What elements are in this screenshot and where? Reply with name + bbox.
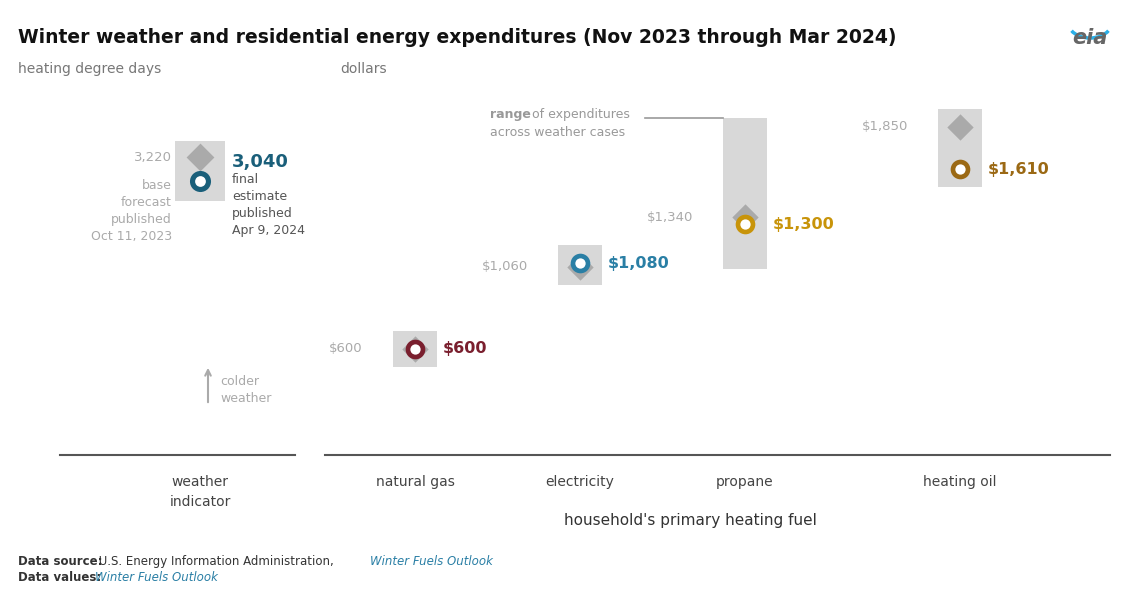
Point bbox=[736, 219, 754, 229]
Point bbox=[571, 259, 589, 268]
Text: heating degree days: heating degree days bbox=[18, 62, 161, 76]
Text: $1,060: $1,060 bbox=[482, 260, 528, 273]
Text: electricity: electricity bbox=[545, 475, 614, 489]
Bar bbox=[558, 246, 602, 285]
Text: 3,220: 3,220 bbox=[134, 151, 172, 164]
Point bbox=[571, 262, 589, 272]
Point bbox=[406, 344, 425, 353]
Point bbox=[951, 164, 969, 174]
Point bbox=[406, 344, 425, 353]
Text: $1,340: $1,340 bbox=[647, 211, 693, 224]
Text: across weather cases: across weather cases bbox=[490, 126, 625, 139]
Text: base
forecast
published
Oct 11, 2023: base forecast published Oct 11, 2023 bbox=[90, 179, 172, 243]
Point bbox=[736, 219, 754, 229]
Point bbox=[191, 176, 209, 186]
Text: $600: $600 bbox=[443, 341, 488, 356]
Text: household's primary heating fuel: household's primary heating fuel bbox=[563, 513, 816, 528]
Text: 3,040: 3,040 bbox=[231, 153, 289, 171]
Bar bbox=[175, 141, 225, 201]
Text: propane: propane bbox=[716, 475, 773, 489]
Point bbox=[736, 212, 754, 222]
Text: $1,300: $1,300 bbox=[773, 217, 834, 232]
Text: Winter weather and residential energy expenditures (Nov 2023 through Mar 2024): Winter weather and residential energy ex… bbox=[18, 28, 896, 47]
Bar bbox=[938, 109, 982, 187]
Text: heating oil: heating oil bbox=[924, 475, 997, 489]
Text: final
estimate
published
Apr 9, 2024: final estimate published Apr 9, 2024 bbox=[231, 173, 305, 237]
Text: $1,610: $1,610 bbox=[988, 162, 1050, 177]
Text: Data values:: Data values: bbox=[18, 571, 102, 584]
Point bbox=[951, 164, 969, 174]
Text: Winter Fuels Outlook: Winter Fuels Outlook bbox=[370, 555, 493, 568]
Point bbox=[191, 176, 209, 186]
Bar bbox=[723, 118, 767, 269]
Text: $1,850: $1,850 bbox=[861, 120, 908, 133]
Bar bbox=[723, 199, 767, 243]
Point bbox=[951, 122, 969, 132]
Text: Winter Fuels Outlook: Winter Fuels Outlook bbox=[95, 571, 218, 584]
Text: U.S. Energy Information Administration,: U.S. Energy Information Administration, bbox=[95, 555, 338, 568]
Text: dollars: dollars bbox=[340, 62, 386, 76]
Text: natural gas: natural gas bbox=[376, 475, 455, 489]
Point bbox=[191, 152, 209, 162]
Text: $1,080: $1,080 bbox=[609, 256, 669, 271]
Text: $600: $600 bbox=[330, 342, 364, 355]
Text: weather
indicator: weather indicator bbox=[169, 475, 230, 509]
Text: of expenditures: of expenditures bbox=[528, 108, 630, 121]
Point bbox=[406, 344, 425, 353]
Point bbox=[571, 259, 589, 268]
Text: eia: eia bbox=[1073, 28, 1108, 48]
Bar bbox=[393, 330, 437, 366]
Text: colder
weather: colder weather bbox=[220, 375, 271, 405]
Text: range: range bbox=[490, 108, 531, 121]
Text: Data source:: Data source: bbox=[18, 555, 103, 568]
